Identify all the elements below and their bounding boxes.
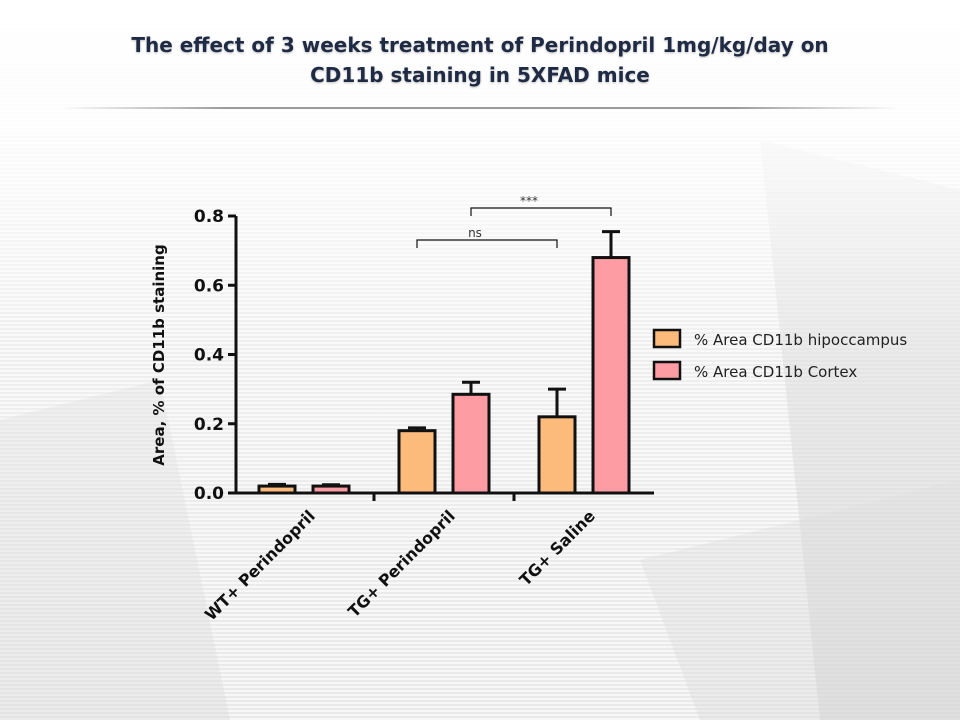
y-axis-title: Area, % of CD11b staining [150,244,168,465]
chart-axes: 0.0 0.2 0.4 0.6 0.8 Area, % of CD11b staining… [150,207,654,624]
bar [257,484,297,495]
chart-annotations: ns *** [416,194,612,248]
significance-label: *** [520,194,538,208]
title-divider [60,107,900,109]
x-category-label: TG+ Perindopril [344,506,459,621]
bar [311,484,351,495]
bar [591,256,631,495]
bar [451,392,491,495]
legend-label: % Area CD11b Cortex [694,363,857,381]
significance-bracket [470,207,612,216]
bar [537,415,577,495]
legend-swatch [652,360,682,381]
y-tick-label: 0.4 [194,346,224,366]
y-tick-label: 0.8 [194,207,224,227]
y-tick-label: 0.2 [194,415,224,435]
bar [397,429,437,495]
x-category-label: TG+ Saline [516,506,599,589]
slide-title-line-1: The effect of 3 weeks treatment of Perin… [131,33,829,57]
y-tick-label: 0.0 [194,484,224,504]
chart-legend: % Area CD11b hipoccampus % Area CD11b Cor… [652,328,907,381]
slide-title-line-2: CD11b staining in 5XFAD mice [310,63,650,87]
legend-label: % Area CD11b hipoccampus [694,331,907,349]
significance-bracket [416,239,558,248]
significance-label: ns [468,226,482,240]
x-category-label: WT+ Perindopril [201,506,319,624]
y-tick-label: 0.6 [194,276,224,296]
chart-bars [257,230,631,495]
slide-title: The effect of 3 weeks treatment of Perin… [0,30,960,90]
legend-swatch [652,328,682,349]
